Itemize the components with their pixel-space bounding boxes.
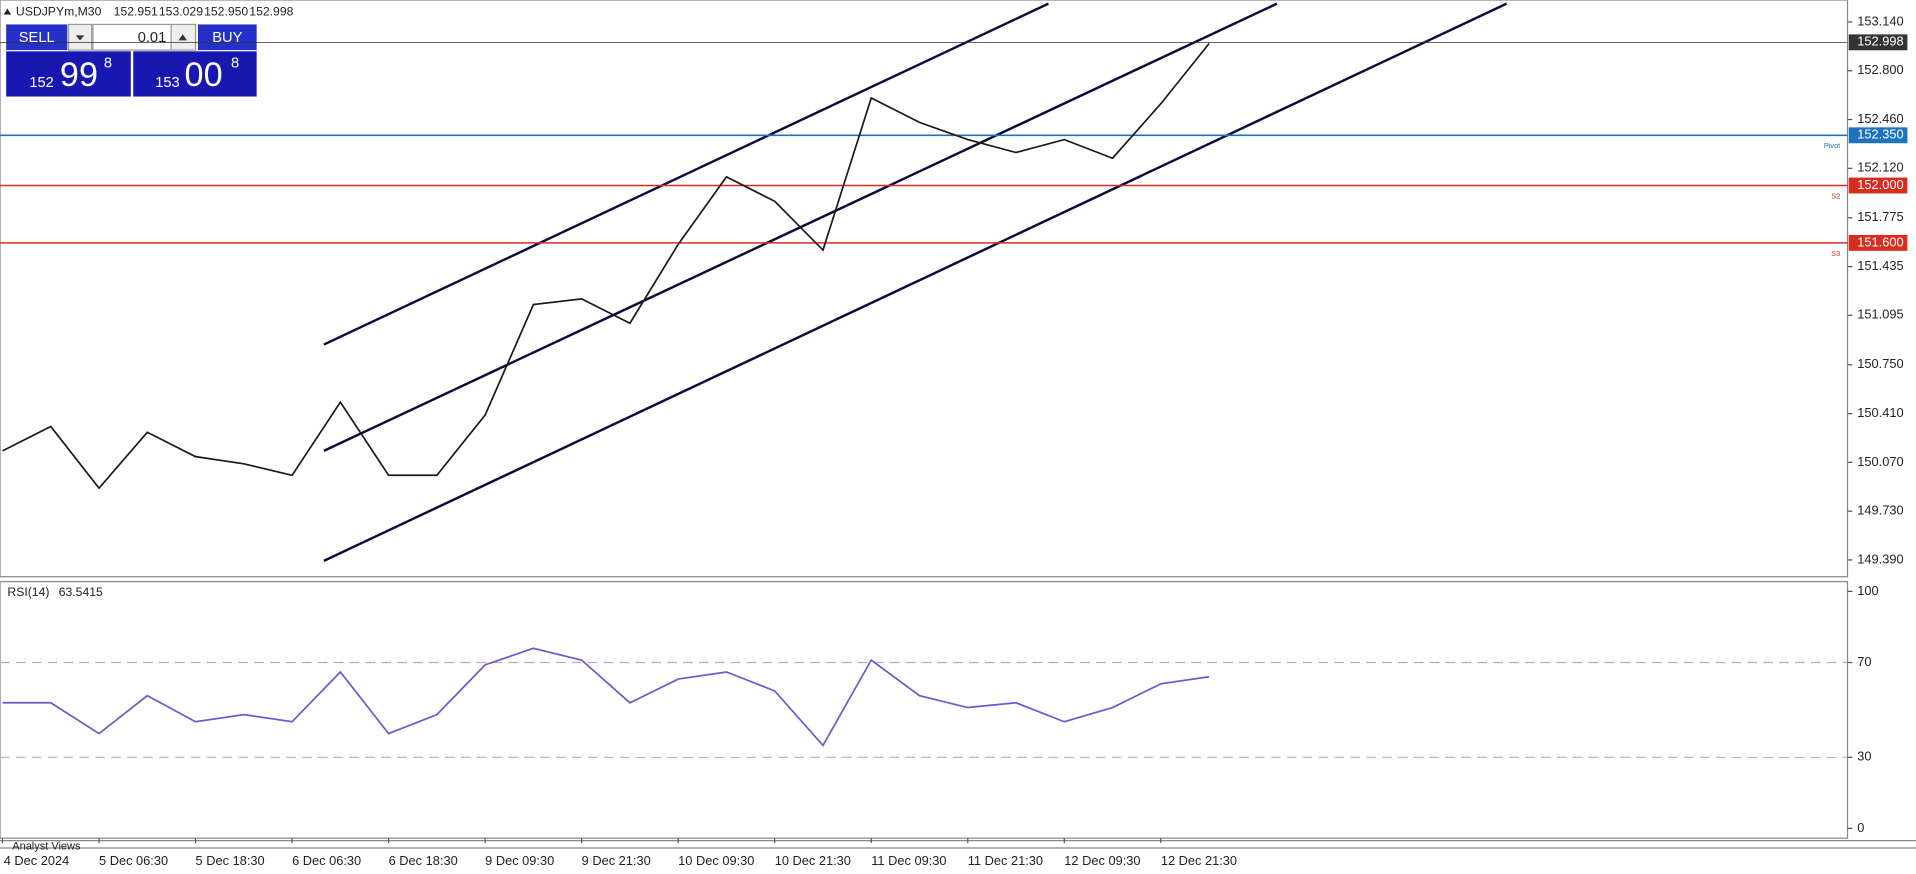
rsi-value: 63.5415 (59, 585, 103, 599)
x-tick-label: 10 Dec 09:30 (678, 853, 754, 868)
down-arrow (75, 35, 85, 41)
level-marker (1848, 34, 1908, 51)
x-tick-label: 11 Dec 21:30 (968, 853, 1043, 868)
series-line (2, 42, 1210, 490)
level-name: Pivot (1824, 141, 1840, 150)
y-tick-label: 150.750 (1857, 356, 1903, 371)
y-tick-label: 152.120 (1857, 160, 1903, 175)
bid-big: 152 (29, 75, 53, 91)
x-tick-label: 9 Dec 21:30 (582, 853, 651, 868)
level-label: 152.350 (1857, 127, 1903, 142)
bid-small: 8 (104, 55, 112, 71)
y-tick-label: 151.095 (1857, 307, 1903, 322)
y-tick-label: 70 (1857, 654, 1871, 669)
collapse-icon[interactable] (3, 8, 12, 15)
ask-big: 153 (155, 75, 179, 91)
bid-box[interactable] (6, 51, 131, 97)
ask-main: 00 (185, 56, 223, 94)
y-tick-label: 151.775 (1857, 209, 1903, 224)
header-price: 152.998 (249, 4, 293, 18)
level-marker (1848, 127, 1908, 144)
buy-label: BUY (212, 30, 242, 46)
y-tick-label: 0 (1857, 820, 1864, 835)
volume-up[interactable] (170, 23, 197, 51)
main-pane (0, 0, 1849, 578)
y-tick-label: 150.070 (1857, 454, 1903, 469)
y-tick-label: 149.730 (1857, 503, 1903, 518)
x-tick-label: 11 Dec 09:30 (871, 853, 946, 868)
volume-value: 0.01 (138, 30, 167, 46)
buy-button[interactable] (197, 24, 257, 51)
level-marker (1848, 234, 1908, 251)
x-tick-label: 4 Dec 2024 (4, 853, 70, 868)
x-tick-label: 12 Dec 21:30 (1161, 853, 1237, 868)
ask-box[interactable] (133, 51, 257, 97)
y-tick-label: 100 (1857, 583, 1878, 598)
x-tick-label: 9 Dec 09:30 (485, 853, 554, 868)
channel-line (323, 2, 1508, 562)
x-tick-label: 6 Dec 06:30 (292, 853, 361, 868)
y-tick-label: 151.435 (1857, 258, 1903, 273)
sell-label: SELL (19, 30, 55, 46)
y-tick-label: 150.410 (1857, 405, 1903, 420)
trade-panel: SELL 0.01 BUY 152 99 8 153 00 8 (6, 23, 257, 97)
x-tick-label: 5 Dec 06:30 (99, 853, 168, 868)
footer-tab[interactable]: Analyst Views (12, 841, 81, 853)
header-price: 153.029 (159, 4, 203, 18)
y-tick-label: 30 (1857, 749, 1871, 764)
y-tick-label: 153.140 (1857, 13, 1903, 28)
header-price: 152.950 (204, 4, 248, 18)
bid-main: 99 (60, 56, 98, 94)
y-tick-label: 152.800 (1857, 62, 1903, 77)
level-name: S2 (1831, 191, 1840, 200)
header-price: 152.951 (114, 4, 158, 18)
x-tick-label: 10 Dec 21:30 (775, 853, 851, 868)
ask-small: 8 (231, 55, 239, 71)
level-label: 151.600 (1857, 234, 1903, 249)
y-tick-label: 149.390 (1857, 551, 1903, 566)
y-tick-label: 152.460 (1857, 111, 1903, 126)
series-line (2, 647, 1210, 747)
x-tick-label: 5 Dec 18:30 (196, 853, 265, 868)
level-label: 152.000 (1857, 177, 1903, 192)
sell-button[interactable] (6, 24, 68, 51)
level-name: S3 (1831, 249, 1840, 258)
x-tick-label: 6 Dec 18:30 (389, 853, 458, 868)
channel-line (323, 2, 1049, 346)
rsi-pane (0, 580, 1849, 839)
up-arrow (178, 34, 188, 41)
header-symbol: USDJPYm,M30 (16, 4, 102, 18)
x-tick-label: 12 Dec 09:30 (1064, 853, 1140, 868)
level-label: 152.998 (1857, 34, 1903, 49)
rsi-title: RSI(14) (7, 585, 49, 599)
level-marker (1848, 177, 1908, 194)
